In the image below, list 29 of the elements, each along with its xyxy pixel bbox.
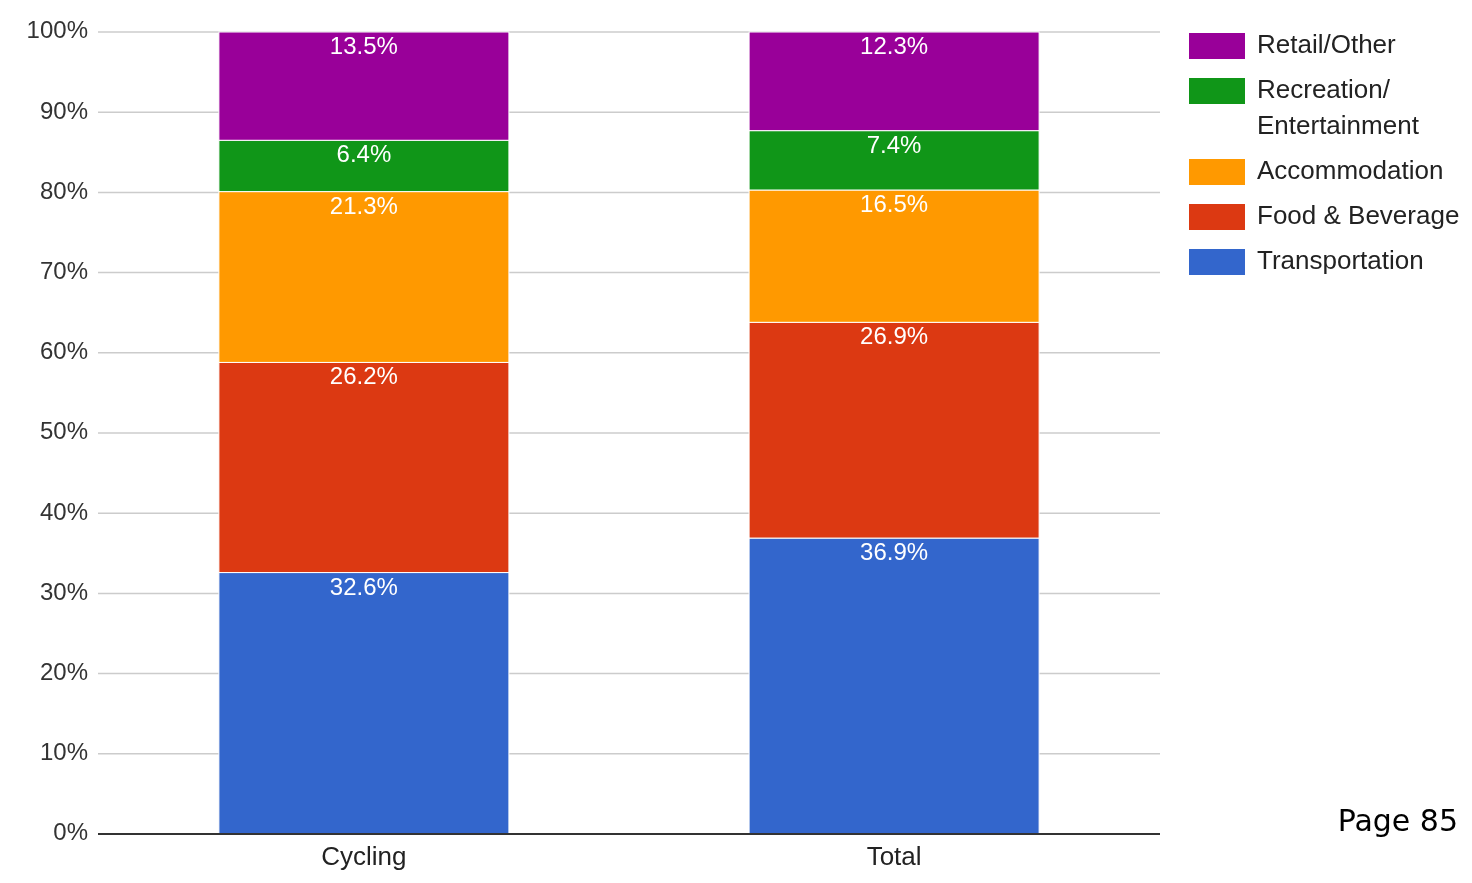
data-label: 36.9% (860, 538, 929, 566)
y-tick-label: 20% (39, 657, 88, 685)
data-label: 21.3% (329, 191, 398, 219)
y-tick-label: 90% (39, 96, 88, 124)
data-label: 26.9% (860, 322, 929, 350)
data-label: 26.2% (329, 362, 398, 390)
legend-label: Retail/Other (1257, 28, 1397, 59)
text: Page 85 (1337, 802, 1458, 838)
legend-label: Transportation (1257, 244, 1424, 275)
x-tick-label: Total (866, 840, 922, 871)
data-label: 6.4% (336, 140, 392, 168)
data-label: 7.4% (866, 130, 922, 158)
x-tick-label: Cycling (321, 840, 407, 871)
y-tick-label: 30% (39, 577, 88, 605)
y-tick-label: 50% (39, 417, 88, 445)
legend-label: Recreation/ Entertainment (1257, 73, 1420, 140)
data-label: 13.5% (329, 32, 398, 59)
legend-label: Food & Beverage (1257, 199, 1460, 230)
y-tick-label: 40% (39, 497, 88, 525)
legend-label: Accommodation (1257, 154, 1444, 185)
y-tick-label: 10% (39, 738, 88, 766)
y-tick-label: 60% (39, 337, 88, 365)
data-label: 32.6% (329, 572, 398, 600)
data-label: 12.3% (860, 32, 929, 59)
y-tick-label: 80% (39, 176, 88, 204)
y-tick-label: 70% (39, 256, 88, 284)
y-tick-label: 0% (53, 818, 88, 846)
data-label: 16.5% (860, 189, 929, 217)
y-tick-label: 100% (26, 16, 88, 44)
